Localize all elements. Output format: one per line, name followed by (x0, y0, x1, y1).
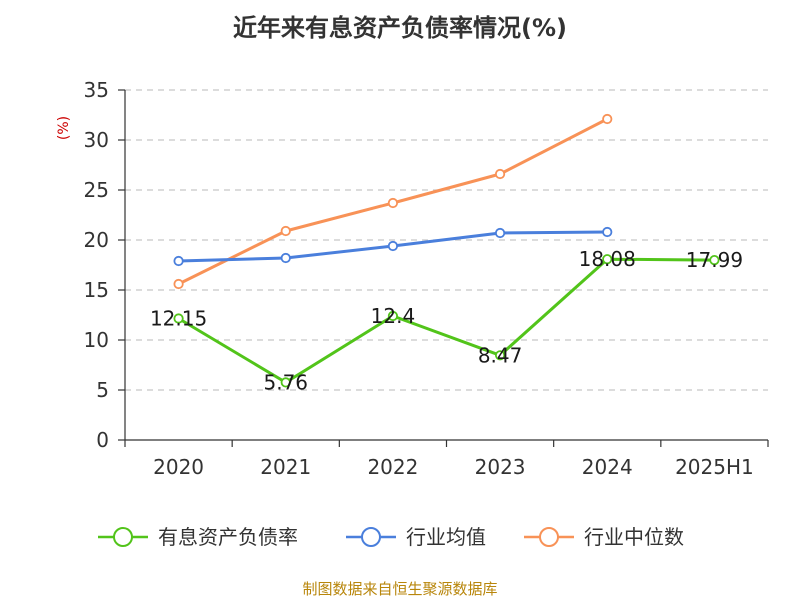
data-point (709, 255, 720, 266)
legend-label: 行业中位数 (584, 525, 684, 549)
legend-marker (113, 527, 133, 547)
y-tick-label: 35 (84, 78, 109, 102)
data-label: 17.99 (686, 248, 743, 272)
data-label: 18.08 (579, 247, 636, 271)
x-tick-label: 2024 (582, 455, 633, 479)
data-point (173, 255, 184, 267)
axes: 0 5 10 15 20 25 30 35 2020 2021 2022 2023 2024 2025H1 (84, 78, 769, 479)
data-point (280, 377, 291, 388)
data-point (494, 350, 506, 361)
legend-item-2[interactable]: 行业中位数 (524, 525, 684, 549)
series-2 (173, 113, 613, 290)
chart-title: 近年来有息资产负债率情况(%) (233, 14, 567, 42)
legend[interactable]: 有息资产负债率 行业均值 行业中位数 (98, 525, 684, 549)
data-point (387, 240, 399, 252)
y-tick-label: 5 (96, 378, 109, 402)
legend-marker (539, 527, 559, 547)
data-labels: 12.15 5.76 12.4 8.47 18.08 17.99 (150, 247, 743, 394)
y-tick-label: 10 (84, 328, 109, 352)
y-tick-label: 30 (84, 128, 109, 152)
data-point (494, 227, 506, 239)
legend-label: 有息资产负债率 (158, 525, 298, 549)
data-point (387, 310, 399, 322)
data-label: 12.15 (150, 307, 207, 331)
legend-marker (361, 527, 381, 547)
x-tick-label: 2025H1 (675, 455, 754, 479)
y-tick-label: 20 (84, 228, 109, 252)
legend-item-0[interactable]: 有息资产负债率 (98, 525, 298, 549)
data-point (494, 168, 506, 180)
data-source-note: 制图数据来自恒生聚源数据库 (302, 580, 498, 598)
data-point (173, 313, 184, 324)
y-tick-label: 0 (96, 428, 109, 452)
x-tick-label: 2022 (367, 455, 418, 479)
data-point (602, 254, 613, 265)
data-point (602, 226, 613, 238)
legend-item-1[interactable]: 行业均值 (346, 525, 486, 549)
y-axis-unit-label: (%) (56, 116, 72, 140)
y-tick-label: 25 (84, 178, 109, 202)
y-tick-label: 15 (84, 278, 109, 302)
data-point (173, 278, 184, 290)
data-point (280, 252, 291, 264)
data-label: 5.76 (263, 370, 308, 394)
data-point (280, 225, 291, 237)
legend-label: 行业均值 (406, 525, 486, 549)
data-point (602, 113, 613, 125)
series-0 (173, 254, 720, 388)
x-tick-label: 2021 (260, 455, 311, 479)
series-1 (173, 226, 613, 267)
data-label: 12.4 (371, 304, 416, 328)
series-lines (173, 113, 720, 388)
data-point (387, 197, 399, 209)
data-label: 8.47 (478, 343, 523, 367)
x-tick-label: 2020 (153, 455, 204, 479)
x-tick-label: 2023 (475, 455, 526, 479)
series-line (177, 257, 715, 384)
